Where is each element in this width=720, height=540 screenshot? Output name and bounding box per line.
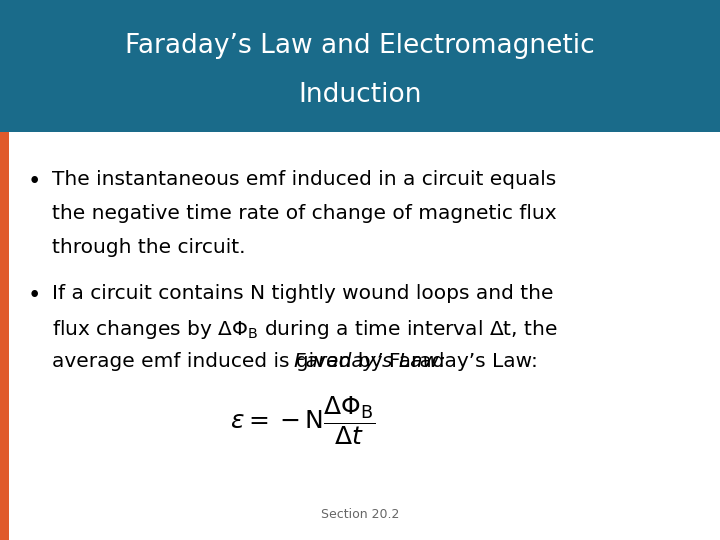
Text: Faraday’s Law:: Faraday’s Law: bbox=[294, 352, 446, 371]
Text: $\varepsilon = -\mathrm{N}\dfrac{\Delta\Phi_\mathrm{B}}{\Delta t}$: $\varepsilon = -\mathrm{N}\dfrac{\Delta\… bbox=[230, 395, 375, 447]
Text: average emf induced is given by Faraday’s Law:: average emf induced is given by Faraday’… bbox=[52, 352, 538, 371]
Text: flux changes by $\Delta\Phi_\mathrm{B}$ during a time interval $\Delta$t, the: flux changes by $\Delta\Phi_\mathrm{B}$ … bbox=[52, 318, 557, 341]
FancyBboxPatch shape bbox=[0, 132, 9, 540]
Text: •: • bbox=[27, 170, 41, 193]
Text: Faraday’s Law and Electromagnetic: Faraday’s Law and Electromagnetic bbox=[125, 33, 595, 59]
Text: the negative time rate of change of magnetic flux: the negative time rate of change of magn… bbox=[52, 204, 557, 223]
FancyBboxPatch shape bbox=[0, 0, 720, 132]
Text: Section 20.2: Section 20.2 bbox=[321, 508, 399, 521]
Text: If a circuit contains N tightly wound loops and the: If a circuit contains N tightly wound lo… bbox=[52, 284, 554, 303]
Text: The instantaneous emf induced in a circuit equals: The instantaneous emf induced in a circu… bbox=[52, 170, 556, 189]
Text: Induction: Induction bbox=[298, 82, 422, 108]
Text: through the circuit.: through the circuit. bbox=[52, 238, 246, 257]
Text: •: • bbox=[27, 284, 41, 307]
